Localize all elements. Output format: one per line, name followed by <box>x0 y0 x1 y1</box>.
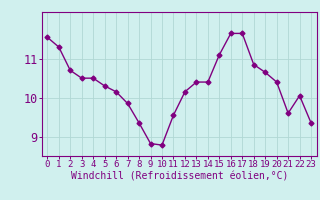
X-axis label: Windchill (Refroidissement éolien,°C): Windchill (Refroidissement éolien,°C) <box>70 172 288 182</box>
